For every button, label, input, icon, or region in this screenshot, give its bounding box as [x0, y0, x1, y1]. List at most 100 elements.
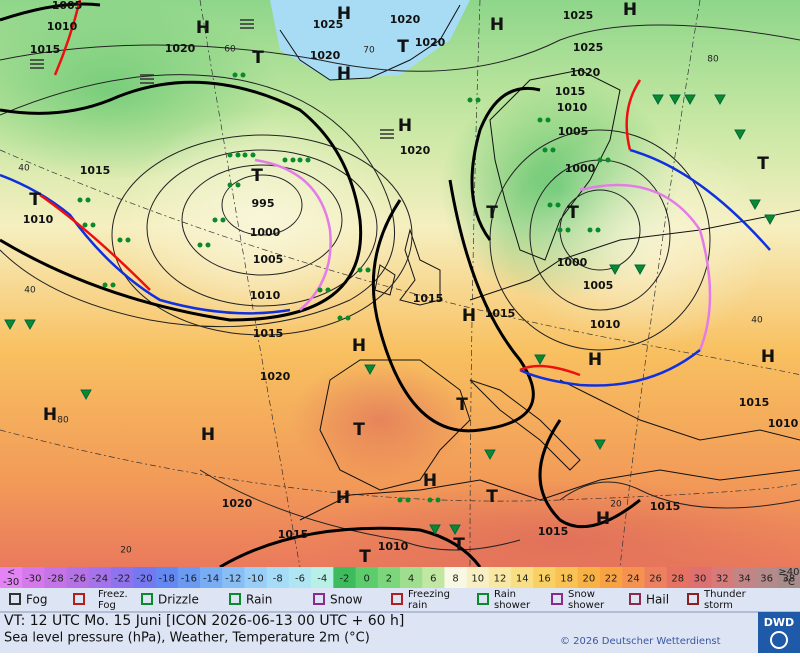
rain-dot: [102, 282, 108, 288]
scale-label: 32: [716, 574, 729, 585]
rain-dot: [405, 497, 411, 503]
graticule: [0, 0, 800, 568]
isobar-label: 1015: [739, 396, 770, 409]
scale-label: -6: [295, 574, 305, 585]
legend-label: shower: [568, 600, 605, 611]
color-cell: [777, 567, 800, 588]
isobar-label: 1010: [768, 417, 799, 430]
isobar-label: 1020: [415, 36, 446, 49]
shower-symbol: [4, 319, 16, 331]
shower-symbol: [609, 264, 621, 276]
rain-dot: [397, 497, 403, 503]
scale-label: -4: [317, 574, 327, 585]
rain-dot: [565, 227, 571, 233]
rain-dot: [205, 242, 211, 248]
isobar-label: 1005: [558, 125, 589, 138]
scale-label: 36: [760, 574, 773, 585]
color-cell: [311, 567, 334, 588]
pressure-center: T: [251, 166, 263, 186]
rain-dot: [250, 152, 256, 158]
scale-label: 0: [363, 574, 369, 585]
shower-symbol: [764, 214, 776, 226]
legend-icon: [477, 593, 489, 605]
pressure-center: H: [490, 15, 504, 35]
isobar-label: 1015: [485, 307, 516, 320]
scale-label: -14: [203, 574, 219, 585]
color-cell: [711, 567, 734, 588]
legend-label: Snow: [330, 593, 363, 607]
pressure-center: T: [29, 190, 41, 210]
isobar-label: 1020: [260, 370, 291, 383]
shower-symbol: [449, 524, 461, 536]
rain-dot: [597, 157, 603, 163]
isobar-label: 1005: [253, 253, 284, 266]
grid-label: 40: [18, 164, 30, 174]
pressure-center: H: [201, 425, 215, 445]
color-cell: [288, 567, 312, 588]
pressure-center: T: [567, 203, 579, 223]
isobar-label: 1025: [573, 41, 604, 54]
legend-icon: [687, 593, 699, 605]
scale-label: 26: [649, 574, 662, 585]
scale-label: -20: [136, 574, 152, 585]
rain-dot: [117, 237, 123, 243]
legend-label: rain: [408, 600, 427, 611]
color-cell: [66, 567, 90, 588]
rain-dot: [555, 202, 561, 208]
isobars: [0, 24, 800, 551]
pressure-center: T: [353, 420, 365, 440]
shower-symbol: [24, 319, 36, 331]
isobar-label: 995: [252, 197, 275, 210]
rain-dot: [125, 237, 131, 243]
scale-label: 10: [471, 574, 484, 585]
color-cell: [155, 567, 179, 588]
color-cell: [244, 567, 268, 588]
color-cell: [44, 567, 68, 588]
pressure-center: T: [252, 48, 264, 68]
isobar-label: 1020: [570, 66, 601, 79]
isobar-label: 1010: [250, 289, 281, 302]
rain-dot: [595, 227, 601, 233]
rain-dot: [547, 202, 553, 208]
legend-label: storm: [704, 600, 733, 611]
legend-label: Hail: [646, 593, 669, 607]
pressure-center: T: [453, 535, 465, 555]
color-cell: [644, 567, 668, 588]
rain-dot: [227, 152, 233, 158]
map-background: [0, 0, 800, 600]
color-cell: [200, 567, 223, 588]
color-cell: [600, 567, 623, 588]
isobar-label: 1025: [563, 9, 594, 22]
scale-label: -24: [92, 574, 108, 585]
pressure-center: H: [336, 488, 350, 508]
grid-label: 80: [707, 55, 719, 65]
color-cell: [466, 567, 490, 588]
legend-icon: [73, 593, 85, 605]
pressure-center: H: [337, 64, 351, 84]
pressure-center: T: [397, 37, 409, 57]
legend-icon: [629, 593, 641, 605]
pressure-center: H: [596, 509, 610, 529]
isobar-label: 1010: [47, 20, 78, 33]
isobar-label: 1015: [650, 500, 681, 513]
pressure-center: H: [196, 18, 210, 38]
legend-label: Freez.: [98, 589, 128, 600]
rain-dot: [297, 157, 303, 163]
legend-icon: [551, 593, 563, 605]
isobar-label: 1020: [400, 144, 431, 157]
scale-label: -26: [70, 574, 86, 585]
rain-dot: [212, 217, 218, 223]
color-cell: [733, 567, 757, 588]
scale-label: 18: [560, 574, 573, 585]
isobar-label: 1005: [52, 0, 83, 12]
pressure-center: T: [486, 203, 498, 223]
scale-label: -12: [225, 574, 241, 585]
pressure-center: H: [43, 405, 57, 425]
rain-dot: [240, 72, 246, 78]
color-cell: [222, 567, 245, 588]
shower-symbol: [734, 129, 746, 141]
scale-label: 22: [605, 574, 618, 585]
legend-label: Rain: [246, 593, 272, 607]
color-cell: [333, 567, 357, 588]
